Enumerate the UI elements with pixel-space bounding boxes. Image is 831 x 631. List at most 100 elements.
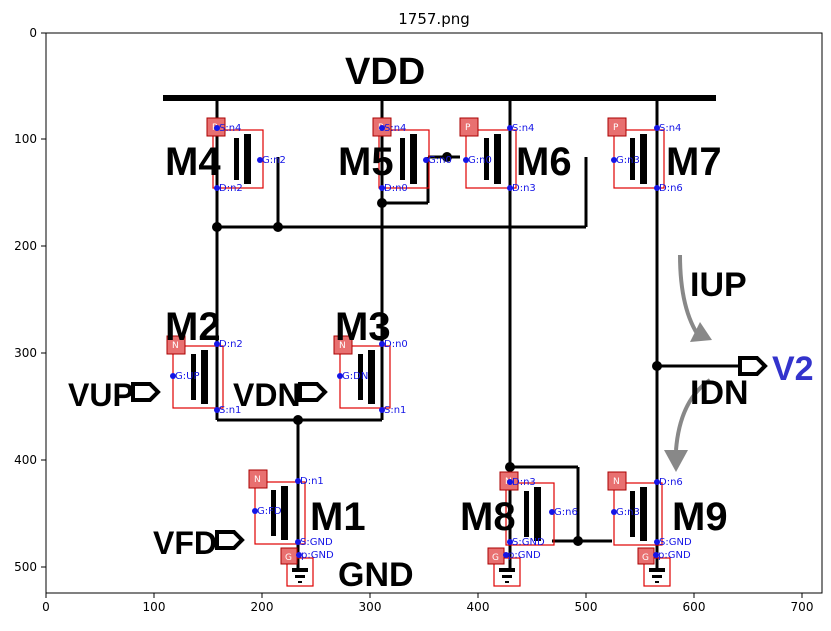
x-axis: 0 100 200 300 400 500 600 700 <box>42 593 813 614</box>
pin-dot <box>507 125 513 131</box>
component-box <box>212 129 264 189</box>
pin-dot <box>257 157 263 163</box>
pin-dot <box>463 157 469 163</box>
vfd-label: VFD <box>153 525 217 561</box>
type-tag <box>166 335 186 355</box>
type-tag-label: P <box>613 123 619 133</box>
x-tick-label: 0 <box>42 600 50 614</box>
vdn-label: VDN <box>233 377 301 413</box>
pin-dot <box>214 341 220 347</box>
iup-arrow-icon <box>690 322 712 342</box>
pin-label: G:n0 <box>468 155 492 166</box>
transistor-m1: N M1 D:n1 G:FD S:GND <box>248 469 366 548</box>
transistor-name: M7 <box>666 140 722 184</box>
pin-dot <box>507 185 513 191</box>
ground-bar <box>502 575 512 578</box>
transistor-name: M4 <box>165 140 221 184</box>
gate-plate <box>484 138 489 180</box>
pin-label: p:GND <box>508 550 541 561</box>
ground-bar <box>298 581 302 583</box>
gate-plate <box>630 138 635 180</box>
pin-dot <box>214 125 220 131</box>
pin-label: S:GND <box>300 537 333 548</box>
ground-bar <box>655 581 659 583</box>
pin-dot <box>654 539 660 545</box>
channel-bar <box>640 487 647 541</box>
idn-label: IDN <box>690 374 749 412</box>
pin-dot <box>653 552 659 558</box>
port-arrows <box>131 356 768 550</box>
pin-label: D:n0 <box>384 183 408 194</box>
channel-bar <box>281 486 288 540</box>
pin-dot <box>654 479 660 485</box>
pin-label: G:UP <box>175 371 199 382</box>
pin-dot <box>214 185 220 191</box>
gate-plate <box>234 138 239 180</box>
y-tick-label: 400 <box>14 453 37 467</box>
pin-label: D:n2 <box>219 183 243 194</box>
type-tag-label: G <box>492 553 499 563</box>
pin-label: G:n0 <box>428 155 452 166</box>
pin-label: p:GND <box>301 550 334 561</box>
x-tick-label: 400 <box>467 600 490 614</box>
pin-dot <box>611 509 617 515</box>
pin-label: S:n1 <box>384 405 406 416</box>
type-tag-label: N <box>172 341 179 351</box>
pin-dot <box>295 478 301 484</box>
idn-arrow-icon <box>664 450 688 472</box>
circuit-wires <box>163 95 740 568</box>
gnd-label: GND <box>338 556 414 594</box>
y-axis: 0 100 200 300 400 500 <box>14 26 46 574</box>
channel-bar <box>244 134 251 184</box>
component-box <box>286 557 314 587</box>
transistor-m4: PM4S:n4G:n2D:n2 <box>165 117 286 194</box>
pin-label: G:n3 <box>616 507 640 518</box>
pin-label: S:GND <box>512 537 545 548</box>
x-tick-label: 600 <box>683 600 706 614</box>
transistor-m9: N M9 D:n6 G:n3 S:GND <box>607 471 728 548</box>
channel-bar <box>494 134 501 184</box>
transistor-name: M9 <box>672 495 728 539</box>
junction-dots <box>212 152 662 546</box>
transistor-name: M6 <box>516 140 572 184</box>
pin-label: D:n2 <box>219 339 243 350</box>
pin-label: D:n1 <box>300 476 324 487</box>
pin-label: D:n0 <box>384 339 408 350</box>
x-tick-label: 200 <box>251 600 274 614</box>
pin-dot <box>379 407 385 413</box>
pin-label: G:n2 <box>262 155 286 166</box>
pin-dot <box>507 539 513 545</box>
gate-plate <box>358 354 363 400</box>
transistor-name: M8 <box>460 495 516 539</box>
pin-label: G:FD <box>257 506 282 517</box>
gate-plate <box>271 490 276 536</box>
type-tag-label: P <box>465 123 471 133</box>
pin-dot <box>379 125 385 131</box>
channel-bar <box>201 350 208 404</box>
pin-label: G:n6 <box>554 507 578 518</box>
v2-label: V2 <box>772 350 814 388</box>
pin-dot <box>337 373 343 379</box>
pin-label: S:n4 <box>384 123 406 134</box>
image-frame <box>45 32 823 594</box>
pin-dot <box>170 373 176 379</box>
pin-label: S:n4 <box>219 123 241 134</box>
pin-label: S:n4 <box>512 123 534 134</box>
transistor-m5: PM5S:n4G:n0D:n0 <box>338 117 452 194</box>
channel-bar <box>368 350 375 404</box>
transistor-group: P M4 S:n4 G:n2 D:n2 P M5 S:n4 G:n0 D:n0 P M6 S:n4 G:n… <box>165 117 728 548</box>
gate-plate <box>400 138 405 180</box>
gate-plate <box>630 491 635 537</box>
type-tag <box>248 469 268 489</box>
pin-label: D:n6 <box>659 477 683 488</box>
type-tag <box>459 117 479 137</box>
pin-label: p:GND <box>658 550 691 561</box>
y-tick-label: 500 <box>14 560 37 574</box>
pin-dot <box>654 125 660 131</box>
pin-label: D:n6 <box>659 183 683 194</box>
type-tag-label: G <box>642 553 649 563</box>
type-tag-label: N <box>613 477 620 487</box>
